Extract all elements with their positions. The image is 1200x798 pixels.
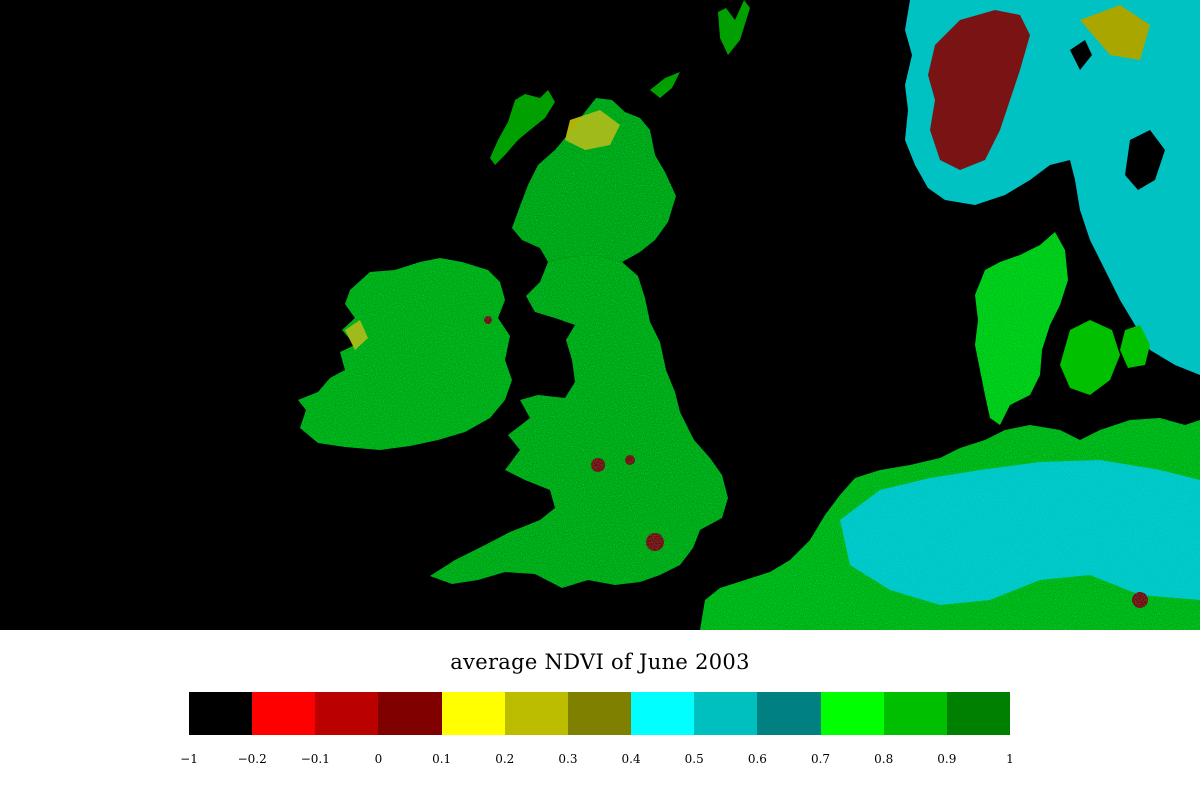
colorbar-tick-label: 0.3 (558, 752, 578, 766)
colorbar-swatch (504, 692, 568, 735)
colorbar-swatch (694, 692, 758, 735)
colorbar-tick-label: −1 (180, 752, 198, 766)
colorbar-swatch (631, 692, 695, 735)
colorbar-swatch (441, 692, 505, 735)
ndvi-map (0, 0, 1200, 630)
colorbar-tick-label: 0.7 (810, 752, 831, 766)
danish-islands (1060, 320, 1120, 395)
colorbar-tick-label: 1 (1006, 752, 1014, 766)
colorbar-swatch (252, 692, 316, 735)
colorbar-tick-label: 0.8 (874, 752, 894, 766)
shetland-islands (718, 0, 750, 55)
colorbar-swatch (315, 692, 379, 735)
colorbar-swatch (883, 692, 947, 735)
orkney-islands (650, 72, 680, 98)
colorbar-tick-label: 0.2 (495, 752, 515, 766)
colorbar-tick-label: 0.4 (621, 752, 641, 766)
map-canvas (298, 0, 1200, 630)
colorbar-swatch (946, 692, 1011, 735)
colorbar-tick-label: 0.9 (937, 752, 957, 766)
colorbar-tick-label: 0.5 (684, 752, 704, 766)
zealand-island (1120, 325, 1150, 368)
colorbar-swatch (567, 692, 632, 735)
colorbar-tick-label: −0.2 (237, 752, 267, 766)
norway-highland-yellow (1080, 5, 1150, 60)
outer-hebrides (490, 90, 555, 165)
colorbar-tick-label: 0.1 (432, 752, 452, 766)
colorbar-swatch (820, 692, 884, 735)
colorbar-tick-labels: −1 −0.2 −0.1 0 0.1 0.2 0.3 0.4 0.5 0.6 0.7 0.8 0.9 1 (0, 752, 1200, 772)
colorbar-tick-label: −0.1 (300, 752, 330, 766)
colorbar-tick-label: 0.6 (747, 752, 767, 766)
sweden-lake-2 (1070, 40, 1092, 70)
colorbar-swatch (757, 692, 821, 735)
colorbar-tick-label: 0 (374, 752, 383, 766)
ndvi-texture (298, 98, 1200, 630)
colorbar (189, 692, 1011, 735)
norway-mountains (928, 10, 1030, 170)
figure-title: average NDVI of June 2003 (450, 650, 750, 674)
sweden-lake (1125, 130, 1165, 190)
colorbar-swatch (378, 692, 442, 735)
colorbar-swatch (189, 692, 253, 735)
